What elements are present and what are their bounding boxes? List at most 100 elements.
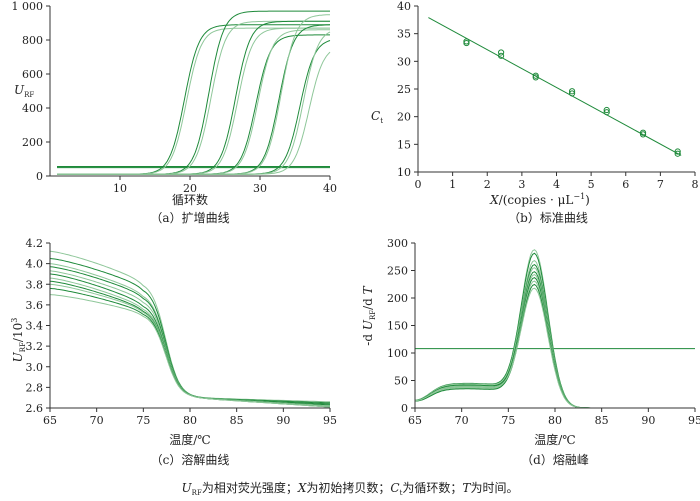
melting-y-tick-label: 250 [387, 265, 408, 278]
melting-y-tick-label: 100 [387, 347, 408, 360]
melting-y-tick-label: 200 [387, 292, 408, 305]
dissolution-y-tick-label: 2.8 [26, 381, 44, 394]
dissolution-x-tick-label: 70 [90, 414, 104, 427]
standard-curve-x-tick-label: 5 [588, 178, 595, 191]
melting-x-tick-label: 65 [408, 414, 422, 427]
amplification-curve [57, 29, 330, 175]
standard-curve-plot [428, 17, 682, 157]
dissolution-curve [49, 294, 331, 408]
amplification-curve [57, 27, 330, 175]
dissolution-caption: （c）溶解曲线 [151, 452, 230, 467]
standard-curve-x-tick-label: 3 [518, 178, 525, 191]
data-point [603, 109, 610, 116]
melting-x-tick-label: 95 [688, 414, 700, 427]
dissolution-y-tick-label: 3.2 [26, 340, 44, 353]
dissolution-curve [49, 280, 331, 407]
dissolution-x-tick-label: 90 [276, 414, 290, 427]
amplification-curve [57, 24, 330, 175]
panel-standard-curve: 0 1 2 3 4 5 6 7 8 10 15 20 25 30 35 40 Ct X/(copies · μ… [371, 0, 699, 225]
melting-y-tick-label: 50 [394, 375, 408, 388]
amplification-curves [57, 10, 331, 175]
standard-curve-y-tick-label: 40 [397, 0, 411, 13]
amplification-x-tick-label: 40 [323, 182, 337, 195]
dissolution-curve [49, 258, 330, 404]
standard-curve-caption: （b）标准曲线 [508, 211, 588, 225]
data-point [568, 90, 576, 97]
melting-caption: （d）熔融峰 [521, 452, 589, 467]
standard-curve-y-tick-label: 30 [397, 55, 411, 68]
dissolution-x-tick-label: 65 [43, 414, 57, 427]
panel-dissolution: 65 70 75 80 85 90 95 2.6 2.8 3.0 3.2 3.4 3.6 3.8 4.0 4.… [10, 237, 337, 467]
data-point [498, 52, 505, 59]
amplification-curve [57, 20, 330, 175]
standard-curve-axes: 0 1 2 3 4 5 6 7 8 10 15 20 25 30 35 40 [397, 0, 699, 191]
melting-y-tick-label: 300 [387, 237, 408, 250]
amplification-curve [57, 20, 330, 175]
amplification-caption: （a）扩增曲线 [150, 211, 229, 225]
dissolution-curve [49, 273, 331, 406]
amplification-x-tick-label: 30 [253, 182, 267, 195]
data-point [674, 148, 681, 155]
amplification-y-tick-label: 0 [36, 170, 43, 183]
standard-curve-x-tick-label: 6 [622, 178, 629, 191]
amplification-x-tick-label: 10 [113, 182, 127, 195]
melting-x-tick-label: 90 [641, 414, 655, 427]
amplification-x-tick-label: 20 [183, 182, 197, 195]
melting-x-tick-label: 70 [455, 414, 469, 427]
standard-curve-x-tick-label: 1 [449, 178, 456, 191]
dissolution-x-tick-label: 75 [136, 414, 150, 427]
dissolution-y-tick-label: 2.6 [26, 402, 44, 415]
figure-footnote: URF为相对荧光强度；X为初始拷贝数；Ct为循环数；T为时间。 [182, 480, 519, 497]
data-point [639, 129, 647, 136]
dissolution-curve [49, 283, 331, 407]
dissolution-y-tick-label: 4.2 [26, 237, 44, 250]
data-point [674, 150, 681, 157]
standard-curve-x-tick-label: 0 [415, 178, 422, 191]
data-point [603, 106, 610, 114]
dissolution-y-tick-label: 4.0 [26, 258, 44, 271]
melting-curves [414, 249, 695, 409]
amplification-curve [57, 27, 330, 175]
standard-curve-x-tick-label: 2 [484, 178, 491, 191]
standard-curve-y-tick-label: 10 [397, 166, 411, 179]
standard-curve-x-tick-label: 4 [553, 178, 560, 191]
dissolution-y-tick-label: 3.0 [26, 361, 44, 374]
melting-x-tick-label: 80 [548, 414, 562, 427]
amplification-xlabel: 循环数 [172, 192, 208, 207]
dissolution-curve [49, 287, 331, 408]
standard-curve-xlabel: X/(copies · μL−1) [489, 192, 590, 207]
dissolution-y-tick-label: 3.6 [26, 299, 44, 312]
data-point [463, 38, 470, 45]
amplification-ylabel: URF [14, 83, 34, 99]
melting-x-tick-label: 75 [501, 414, 515, 427]
amplification-y-tick-label: 400 [22, 102, 43, 115]
data-point [532, 72, 539, 79]
data-point [568, 88, 576, 95]
melting-ylabel: -d URF/d T [361, 285, 377, 345]
melting-axes: 65 70 75 80 85 90 95 0 50 100 150 200 250 300 [387, 237, 700, 427]
standard-curve-x-tick-label: 7 [657, 178, 664, 191]
melting-x-tick-label: 85 [595, 414, 609, 427]
amplification-y-tick-label: 1 000 [12, 0, 44, 13]
melting-y-tick-label: 150 [387, 320, 408, 333]
melting-xlabel: 温度/℃ [534, 432, 575, 447]
amplification-curve [57, 40, 331, 175]
fit-line [428, 17, 682, 156]
amplification-y-tick-label: 800 [22, 34, 43, 47]
standard-curve-y-tick-label: 15 [397, 138, 411, 151]
amplification-curve [57, 24, 331, 175]
standard-curve-y-tick-label: 35 [397, 28, 411, 41]
dissolution-curve [49, 277, 331, 407]
data-point [498, 49, 505, 56]
melting-y-tick-label: 0 [401, 402, 408, 415]
dissolution-curve [49, 266, 331, 405]
amplification-curve [57, 51, 331, 175]
standard-curve-x-tick-label: 8 [692, 178, 699, 191]
standard-curve-y-tick-label: 25 [397, 83, 411, 96]
melting-curve [415, 283, 694, 409]
dissolution-x-tick-label: 95 [323, 414, 337, 427]
dissolution-x-tick-label: 80 [183, 414, 197, 427]
